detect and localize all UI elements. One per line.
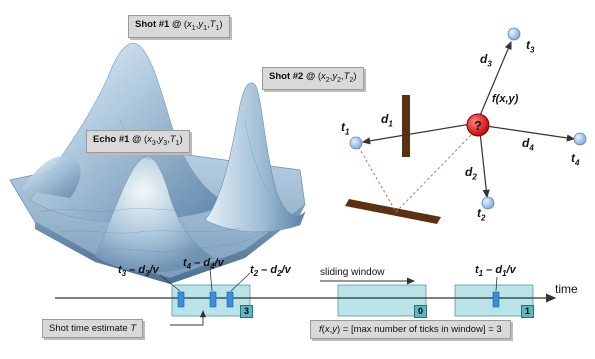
leader-t3 — [159, 274, 181, 292]
reflection-path — [357, 127, 479, 213]
barrier-horizontal — [345, 199, 441, 224]
window-count-3: 1 — [521, 305, 534, 318]
shot-time-estimate: Shot time estimate T — [42, 319, 144, 338]
arrow-d3 — [478, 40, 512, 119]
sensor-t3 — [507, 27, 521, 41]
candidate-source — [466, 113, 490, 137]
label-t1: t1 — [341, 120, 350, 137]
time-axis-label: time — [555, 282, 578, 296]
arrow-d2 — [479, 131, 490, 199]
surface-peak-shot2 — [204, 82, 306, 233]
leader-t2 — [230, 272, 251, 292]
label-t1-minus-d1v: t1 – d1/v — [475, 264, 516, 279]
surface-peak-echo1 — [94, 156, 216, 273]
window-count-1: 3 — [240, 305, 253, 318]
arrow-d4 — [485, 125, 576, 142]
leader-t1 — [495, 276, 498, 292]
tick-t2 — [226, 291, 234, 308]
window-2 — [337, 284, 427, 317]
sensor-t1 — [349, 136, 363, 150]
sensor-t2 — [481, 196, 495, 210]
label-d2: d2 — [465, 165, 477, 182]
label-t3: t3 — [526, 38, 535, 55]
arrow-d1 — [361, 123, 472, 145]
callout-echo1: Echo #1 @ (x3,y3,T1) — [86, 130, 190, 153]
label-t2-minus-d2v: t2 – d2/v — [250, 264, 291, 279]
shot-estimate-connector — [170, 310, 207, 326]
label-t2: t2 — [477, 206, 486, 223]
tick-t4 — [209, 291, 217, 308]
surface-bump-left — [22, 156, 81, 198]
tick-t3 — [177, 291, 185, 308]
window-count-2: 0 — [414, 305, 427, 318]
label-t4-minus-d4v: t4 – d4/v — [183, 257, 224, 272]
sensor-t4 — [573, 132, 587, 146]
sliding-window-label: sliding window — [320, 267, 385, 278]
callout-shot1: Shot #1 @ (x1,y1,T1) — [128, 15, 230, 38]
label-t4: t4 — [571, 151, 580, 168]
label-t3-minus-d3v: t3 – d3/v — [118, 264, 159, 279]
label-d4: d4 — [522, 136, 534, 153]
label-f-xy: f(x,y) — [492, 93, 519, 105]
tick-t1 — [492, 291, 500, 308]
leader-t4 — [209, 267, 213, 292]
label-d1: d1 — [381, 112, 393, 129]
label-d3: d3 — [480, 52, 492, 69]
candidate-source-symbol: ? — [474, 118, 482, 133]
callout-shot2: Shot #2 @ (x2,y2,T2) — [262, 67, 364, 90]
barrier-vertical — [402, 95, 410, 157]
formula-box: f(x,y) = [max number of ticks in window]… — [310, 320, 511, 339]
